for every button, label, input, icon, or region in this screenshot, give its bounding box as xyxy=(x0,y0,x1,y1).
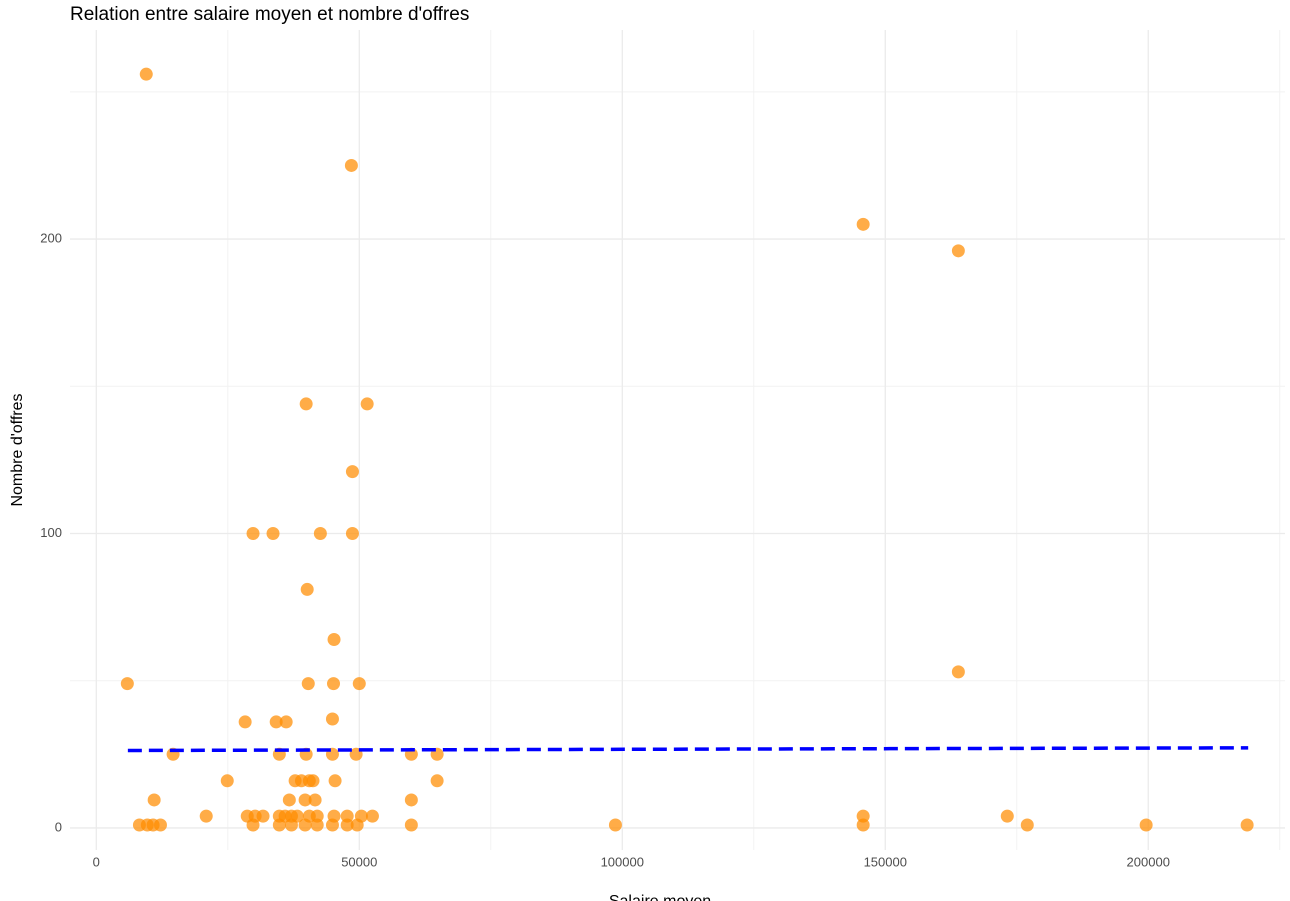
point xyxy=(1000,809,1014,823)
point xyxy=(220,774,234,788)
point xyxy=(327,677,341,691)
trend-line xyxy=(127,746,1249,753)
point xyxy=(430,774,444,788)
point xyxy=(325,818,339,832)
point xyxy=(856,217,870,231)
point xyxy=(1240,818,1254,832)
point xyxy=(301,677,315,691)
point xyxy=(269,715,283,729)
point xyxy=(120,677,134,691)
x-tick-label: 50000 xyxy=(341,854,377,869)
point xyxy=(300,582,314,596)
point xyxy=(306,774,320,788)
point xyxy=(308,793,322,807)
point xyxy=(238,715,252,729)
point xyxy=(404,818,418,832)
point xyxy=(139,67,153,81)
point xyxy=(350,818,364,832)
point xyxy=(340,818,354,832)
point xyxy=(352,677,366,691)
y-tick-label: 0 xyxy=(55,819,62,834)
point xyxy=(327,632,341,646)
point xyxy=(608,818,622,832)
point xyxy=(1139,818,1153,832)
chart-title: Relation entre salaire moyen et nombre d… xyxy=(70,4,469,25)
point xyxy=(404,793,418,807)
point xyxy=(345,526,359,540)
x-tick-label: 0 xyxy=(93,854,100,869)
point xyxy=(360,397,374,411)
point xyxy=(246,526,260,540)
y-axis-title: Nombre d'offres xyxy=(9,393,26,506)
point xyxy=(328,774,342,788)
point xyxy=(153,818,167,832)
point xyxy=(856,818,870,832)
point xyxy=(310,818,324,832)
point xyxy=(313,526,327,540)
point xyxy=(325,712,339,726)
y-tick-label: 200 xyxy=(40,230,62,245)
point xyxy=(345,465,359,479)
y-tick-label: 100 xyxy=(40,525,62,540)
point xyxy=(344,158,358,172)
point xyxy=(272,818,286,832)
x-axis-title: Salaire moyen xyxy=(609,893,711,901)
x-tick-label: 100000 xyxy=(601,854,644,869)
point xyxy=(279,715,293,729)
x-tick-label: 200000 xyxy=(1127,854,1170,869)
point xyxy=(298,793,312,807)
point xyxy=(199,809,213,823)
point xyxy=(298,818,312,832)
point xyxy=(1020,818,1034,832)
point xyxy=(256,809,270,823)
point xyxy=(284,818,298,832)
point xyxy=(147,793,161,807)
x-tick-label: 150000 xyxy=(864,854,907,869)
point xyxy=(282,793,296,807)
point xyxy=(365,809,379,823)
point xyxy=(299,397,313,411)
point xyxy=(266,526,280,540)
point xyxy=(246,818,260,832)
plot-layer xyxy=(70,30,1285,850)
point xyxy=(951,244,965,258)
point xyxy=(951,665,965,679)
